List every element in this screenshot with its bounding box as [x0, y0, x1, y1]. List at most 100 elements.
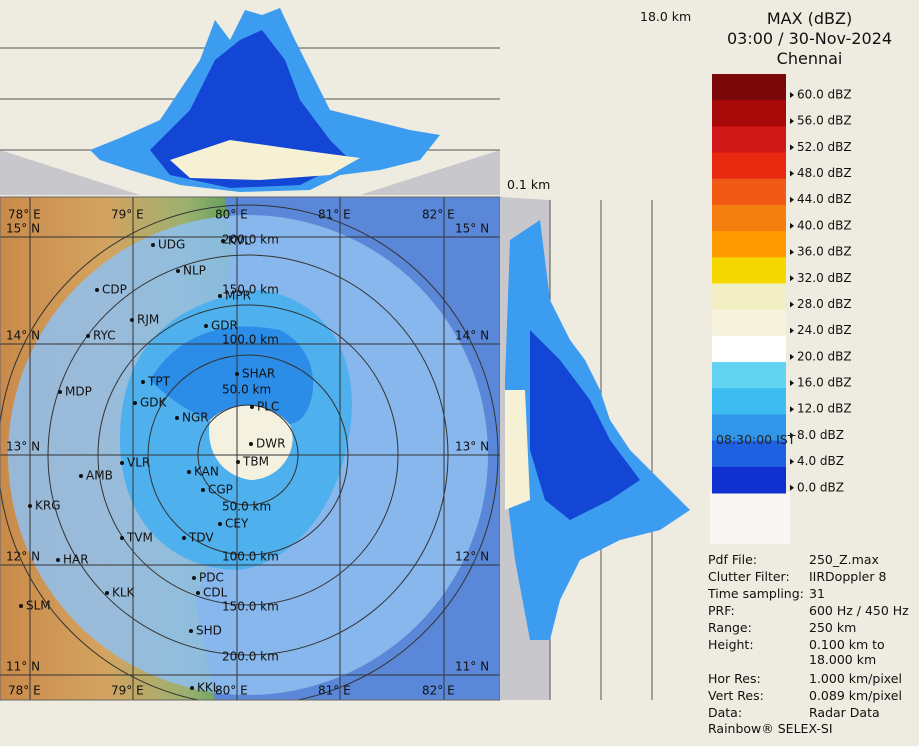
- legend-swatch: [712, 178, 786, 206]
- lat-label: 13° N: [455, 440, 489, 454]
- legend-arrow: [790, 170, 794, 177]
- legend-label: 24.0 dBZ: [797, 323, 852, 337]
- datetime: 03:00 / 30-Nov-2024: [726, 29, 893, 48]
- footer: Rainbow® SELEX-SI: [708, 721, 833, 736]
- legend-arrow: [790, 91, 794, 98]
- legend-label: 44.0 dBZ: [797, 192, 852, 206]
- city-label: RYC: [93, 329, 116, 343]
- right-profile-low: [505, 390, 530, 510]
- legend-swatch: [712, 335, 786, 363]
- city-dot: [189, 629, 193, 633]
- legend-arrow: [790, 222, 794, 229]
- legend-arrow: [790, 118, 794, 125]
- city-label: CDL: [203, 586, 228, 600]
- legend-swatch: [712, 362, 786, 389]
- city-label: KVL: [228, 234, 251, 248]
- title: MAX (dBZ): [766, 9, 853, 28]
- info-value: 0.100 km to 18.000 km: [809, 637, 885, 667]
- legend-swatch: [712, 388, 786, 415]
- city-label: TBM: [242, 455, 269, 469]
- echo-core: [150, 326, 314, 430]
- legend-label: 60.0 dBZ: [797, 87, 852, 101]
- legend-arrow: [790, 406, 794, 413]
- legend-arrow: [790, 301, 794, 308]
- lat-label: 14° N: [6, 329, 40, 343]
- lon-label: 81° E: [318, 684, 351, 698]
- legend-label: 36.0 dBZ: [797, 245, 852, 259]
- city-label: GDR: [211, 319, 238, 333]
- legend-label: 0.0 dBZ: [797, 480, 844, 494]
- legend-swatch: [712, 204, 786, 232]
- info-label: PRF:: [708, 603, 735, 618]
- range-label: 200.0 km: [222, 233, 279, 247]
- city-label: HAR: [63, 553, 89, 567]
- lon-label: 78° E: [8, 208, 41, 222]
- info-label: Vert Res:: [708, 688, 764, 703]
- city-dot: [86, 334, 90, 338]
- lon-label: 82° E: [422, 684, 455, 698]
- city-label: SHAR: [242, 367, 275, 381]
- lat-label: 15° N: [6, 222, 40, 236]
- info-value: 250 km: [809, 620, 857, 635]
- legend-arrow: [790, 327, 794, 334]
- legend-arrow: [790, 353, 794, 360]
- city-label: CEY: [225, 517, 249, 531]
- city-dot: [120, 536, 124, 540]
- map: [0, 197, 500, 700]
- legend-swatch: [712, 100, 786, 127]
- legend-swatch: [712, 152, 786, 180]
- city-dot: [95, 288, 99, 292]
- info-value: IIRDoppler 8: [809, 569, 887, 584]
- legend-label: 56.0 dBZ: [797, 114, 852, 128]
- legend-label: 28.0 dBZ: [797, 297, 852, 311]
- top-profile-mask: [0, 150, 500, 195]
- top-profile-low: [170, 140, 360, 180]
- lon-label: 79° E: [111, 684, 144, 698]
- city-dot: [105, 591, 109, 595]
- info-label: Range:: [708, 620, 752, 635]
- legend-arrow: [790, 484, 794, 491]
- city-label: DWR: [256, 437, 285, 451]
- city-dot: [236, 460, 240, 464]
- city-label: CGP: [208, 483, 233, 497]
- city-label: GDK: [140, 396, 168, 410]
- info-value: 0.089 km/pixel: [809, 688, 902, 703]
- lon-label: 80° E: [215, 208, 248, 222]
- legend-swatch: [712, 231, 786, 258]
- legend-label: 12.0 dBZ: [797, 402, 852, 416]
- info-label: Pdf File:: [708, 552, 757, 567]
- city-dot: [141, 380, 145, 384]
- city-label: TPT: [147, 375, 171, 389]
- city-label: KRG: [35, 499, 61, 513]
- lon-label: 82° E: [422, 208, 455, 222]
- city-dot: [175, 416, 179, 420]
- range-label: 100.0 km: [222, 550, 279, 564]
- city-dot: [19, 604, 23, 608]
- lon-label: 78° E: [8, 684, 41, 698]
- city-dot: [120, 461, 124, 465]
- city-dot: [58, 390, 62, 394]
- legend-label: 8.0 dBZ: [797, 428, 844, 442]
- city-label: KKL: [197, 681, 220, 695]
- legend-label: 4.0 dBZ: [797, 454, 844, 468]
- lon-label: 79° E: [111, 208, 144, 222]
- city-label: SHD: [196, 624, 222, 638]
- city-dot: [130, 318, 134, 322]
- city-dot: [176, 269, 180, 273]
- city-dot: [133, 401, 137, 405]
- city-label: TDV: [188, 531, 214, 545]
- lat-label: 12° N: [6, 550, 40, 564]
- city-dot: [196, 591, 200, 595]
- legend-arrow: [790, 458, 794, 465]
- info-value: 250_Z.max: [809, 552, 879, 567]
- lat-label: 11° N: [455, 660, 489, 674]
- range-label: 50.0 km: [222, 383, 271, 397]
- lon-label: 80° E: [215, 684, 248, 698]
- legend-arrow: [790, 196, 794, 203]
- city-label: RJM: [137, 313, 159, 327]
- city-label: PLC: [257, 400, 279, 414]
- range-label: 150.0 km: [222, 283, 279, 297]
- city-label: NLP: [183, 264, 206, 278]
- legend-swatch: [712, 440, 786, 468]
